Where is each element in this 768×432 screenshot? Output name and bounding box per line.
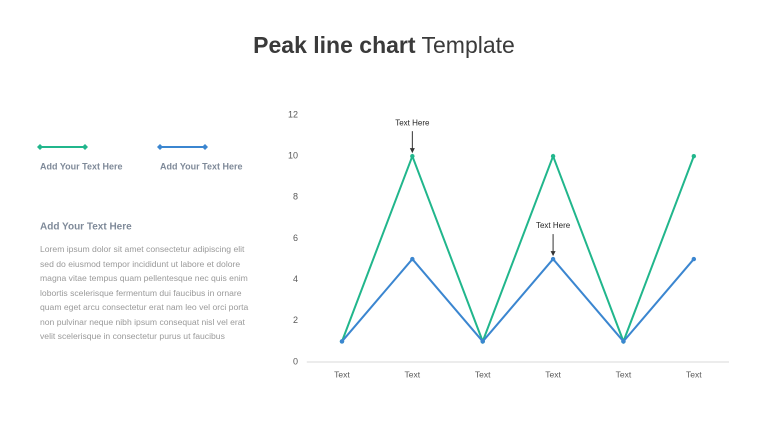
x-tick-label: Text xyxy=(334,369,350,379)
y-tick-label: 8 xyxy=(293,192,298,202)
point xyxy=(691,256,697,262)
x-tick-label: Text xyxy=(405,369,421,379)
paragraph-line: sed do eiusmod tempor incididunt ut labo… xyxy=(40,258,241,269)
paragraph-line: non pulvinar neque nibh ipsum consequat … xyxy=(40,316,245,327)
x-tick-label: Text xyxy=(686,369,702,379)
legend-diamond xyxy=(37,144,43,150)
series-line xyxy=(341,153,695,345)
point xyxy=(339,339,345,344)
paragraph-line: magna vitae tempus quam pellentesque nec… xyxy=(40,273,248,283)
legend-diamond xyxy=(157,144,163,150)
series-line xyxy=(341,257,695,343)
title-regular: Template xyxy=(422,32,515,58)
x-tick-label: Text xyxy=(475,369,491,379)
annotation: Text Here xyxy=(395,118,430,127)
x-tick-label: Text xyxy=(545,369,561,379)
y-tick-label: 0 xyxy=(293,356,298,366)
legend-label: Add Your Text Here xyxy=(40,161,123,171)
title-bold: Peak line chart xyxy=(253,32,416,58)
point xyxy=(550,153,556,159)
legend-diamond xyxy=(82,144,88,150)
y-tick-label: 4 xyxy=(293,274,298,284)
slide-title: Peak line chart Template xyxy=(253,32,515,58)
paragraph: Lorem ipsum dolor sit amet consectetur a… xyxy=(40,242,248,344)
paragraph-line: quam eget arcu consectetur erat nam leo … xyxy=(40,302,249,312)
y-tick-label: 12 xyxy=(288,109,298,119)
paragraph-line: lobortis scelerisque fermentum dui fauci… xyxy=(40,287,242,298)
y-tick-label: 2 xyxy=(293,315,298,325)
annotation: Text Here xyxy=(536,221,571,230)
point xyxy=(410,256,415,262)
point xyxy=(550,256,556,262)
point xyxy=(691,153,697,159)
legend-diamond xyxy=(202,144,208,150)
point xyxy=(621,339,626,344)
y-tick-label: 6 xyxy=(293,233,298,243)
legend-label: Add Your Text Here xyxy=(160,161,243,171)
paragraph-line: Lorem ipsum dolor sit amet consectetur a… xyxy=(40,244,245,254)
arrow-head xyxy=(409,148,415,154)
y-tick-label: 10 xyxy=(288,151,298,161)
point xyxy=(480,339,485,344)
paragraph-line: velit scelerisque in consectetur purus u… xyxy=(40,331,225,341)
arrow-head xyxy=(550,251,556,257)
x-tick-label: Text xyxy=(616,369,632,379)
point xyxy=(410,153,415,159)
left-heading: Add Your Text Here xyxy=(40,222,132,233)
